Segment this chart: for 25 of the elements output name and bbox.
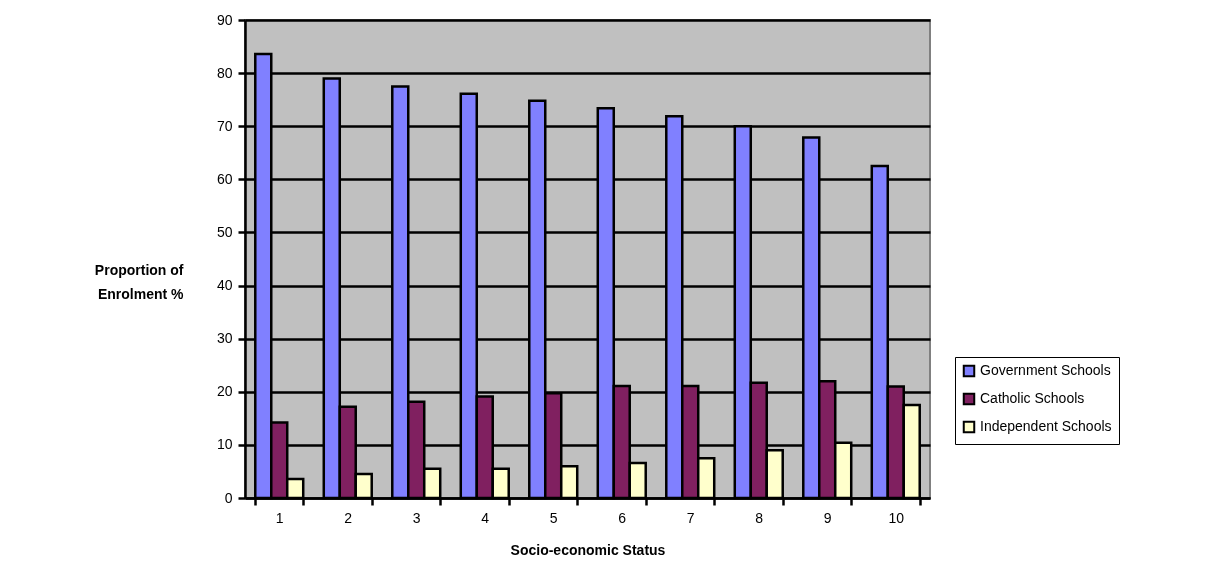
y-tick-label: 10 bbox=[216, 436, 233, 453]
y-tick-label: 30 bbox=[216, 330, 233, 347]
x-tick-label: 8 bbox=[755, 509, 764, 526]
x-tick-label: 1 bbox=[275, 509, 284, 526]
x-tick-label: 10 bbox=[888, 509, 905, 526]
x-tick-label: 5 bbox=[549, 509, 558, 526]
y-tick-label: 60 bbox=[216, 170, 233, 187]
x-tick-label: 6 bbox=[618, 509, 627, 526]
legend-label: Government Schools bbox=[980, 362, 1111, 378]
x-tick-label: 3 bbox=[412, 509, 421, 526]
y-tick-label: 50 bbox=[216, 223, 233, 240]
x-tick-label: 4 bbox=[481, 509, 490, 526]
x-tick-label: 7 bbox=[686, 509, 695, 526]
y-tick-label: 80 bbox=[216, 64, 233, 81]
legend-label: Independent Schools bbox=[980, 418, 1112, 434]
x-axis-title: Socio-economic Status bbox=[510, 541, 666, 558]
legend-label: Catholic Schools bbox=[980, 390, 1085, 406]
x-tick-label: 9 bbox=[823, 509, 832, 526]
y-tick-label: 70 bbox=[216, 117, 233, 134]
y-axis-title: Proportion of Enrolment % bbox=[94, 261, 185, 302]
y-tick-label: 20 bbox=[216, 383, 233, 400]
y-tick-label: 0 bbox=[224, 489, 233, 506]
y-tick-label: 90 bbox=[216, 11, 233, 28]
y-tick-label: 40 bbox=[216, 277, 233, 294]
x-tick-label: 2 bbox=[344, 509, 353, 526]
